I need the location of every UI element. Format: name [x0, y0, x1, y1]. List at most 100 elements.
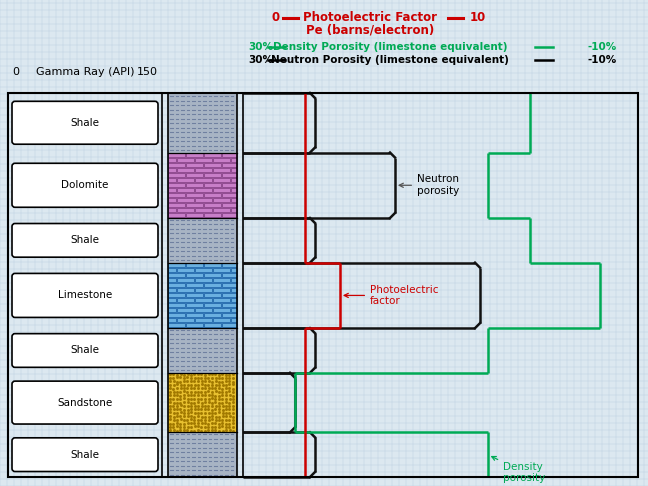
- Bar: [168, 323, 185, 327]
- Bar: [195, 268, 212, 272]
- Bar: [177, 308, 194, 312]
- Bar: [204, 173, 221, 177]
- Bar: [168, 218, 237, 262]
- Bar: [204, 153, 221, 157]
- Bar: [168, 153, 237, 218]
- Bar: [222, 293, 237, 297]
- Bar: [168, 153, 185, 157]
- Text: 30%: 30%: [248, 55, 273, 65]
- Bar: [186, 203, 203, 207]
- Bar: [186, 312, 203, 317]
- Text: -10%: -10%: [588, 42, 617, 52]
- Text: Density Porosity (limestone equivalent): Density Porosity (limestone equivalent): [273, 42, 507, 52]
- Bar: [204, 183, 221, 187]
- Bar: [231, 168, 237, 172]
- Text: Photoelectric Factor: Photoelectric Factor: [303, 12, 437, 24]
- Bar: [222, 212, 237, 217]
- Text: Neutron
porosity: Neutron porosity: [399, 174, 459, 196]
- Bar: [168, 278, 176, 282]
- Bar: [186, 273, 203, 277]
- Bar: [168, 293, 185, 297]
- Bar: [204, 283, 221, 287]
- Bar: [231, 297, 237, 302]
- Bar: [168, 262, 237, 328]
- Bar: [168, 162, 185, 167]
- FancyBboxPatch shape: [12, 438, 158, 471]
- Text: 0: 0: [12, 67, 19, 77]
- Bar: [168, 268, 176, 272]
- FancyBboxPatch shape: [12, 334, 158, 367]
- Text: Dolomite: Dolomite: [62, 180, 109, 191]
- Bar: [195, 177, 212, 182]
- Bar: [186, 293, 203, 297]
- Text: 10: 10: [470, 12, 486, 24]
- Bar: [177, 188, 194, 192]
- Bar: [168, 192, 185, 197]
- Text: Sandstone: Sandstone: [58, 398, 113, 408]
- Bar: [168, 328, 237, 373]
- Bar: [168, 177, 176, 182]
- Bar: [204, 323, 221, 327]
- Bar: [186, 283, 203, 287]
- Bar: [195, 168, 212, 172]
- Bar: [231, 288, 237, 292]
- Bar: [177, 278, 194, 282]
- Bar: [204, 303, 221, 307]
- Bar: [204, 262, 221, 267]
- Bar: [168, 308, 176, 312]
- Bar: [8, 93, 638, 477]
- Bar: [213, 308, 230, 312]
- Bar: [222, 323, 237, 327]
- Text: -10%: -10%: [588, 55, 617, 65]
- Bar: [231, 268, 237, 272]
- Bar: [186, 212, 203, 217]
- Bar: [204, 162, 221, 167]
- Text: 150: 150: [137, 67, 158, 77]
- Bar: [168, 157, 176, 162]
- Bar: [195, 157, 212, 162]
- Bar: [222, 283, 237, 287]
- Bar: [168, 288, 176, 292]
- Bar: [231, 197, 237, 202]
- Bar: [231, 208, 237, 212]
- Bar: [186, 173, 203, 177]
- Bar: [222, 303, 237, 307]
- Bar: [168, 208, 176, 212]
- Bar: [213, 197, 230, 202]
- Bar: [204, 203, 221, 207]
- Bar: [168, 203, 185, 207]
- Bar: [186, 192, 203, 197]
- Bar: [177, 168, 194, 172]
- Bar: [168, 273, 185, 277]
- Text: Neutron Porosity (limestone equivalent): Neutron Porosity (limestone equivalent): [271, 55, 509, 65]
- Bar: [213, 297, 230, 302]
- Bar: [168, 303, 185, 307]
- Text: Shale: Shale: [71, 235, 100, 245]
- Bar: [168, 373, 237, 433]
- FancyBboxPatch shape: [12, 224, 158, 257]
- Bar: [222, 203, 237, 207]
- Text: Shale: Shale: [71, 450, 100, 460]
- Text: Limestone: Limestone: [58, 291, 112, 300]
- Bar: [213, 208, 230, 212]
- Bar: [177, 157, 194, 162]
- Text: Density
porosity: Density porosity: [492, 456, 545, 484]
- Bar: [222, 162, 237, 167]
- Bar: [195, 208, 212, 212]
- Bar: [222, 262, 237, 267]
- Bar: [186, 262, 203, 267]
- Bar: [222, 173, 237, 177]
- Bar: [168, 297, 176, 302]
- Bar: [168, 197, 176, 202]
- Bar: [186, 183, 203, 187]
- Bar: [168, 173, 185, 177]
- Bar: [186, 323, 203, 327]
- Bar: [213, 157, 230, 162]
- Text: Gamma Ray (API): Gamma Ray (API): [36, 67, 134, 77]
- Bar: [222, 153, 237, 157]
- Bar: [177, 268, 194, 272]
- Bar: [186, 153, 203, 157]
- Bar: [231, 318, 237, 322]
- Bar: [177, 197, 194, 202]
- Bar: [177, 297, 194, 302]
